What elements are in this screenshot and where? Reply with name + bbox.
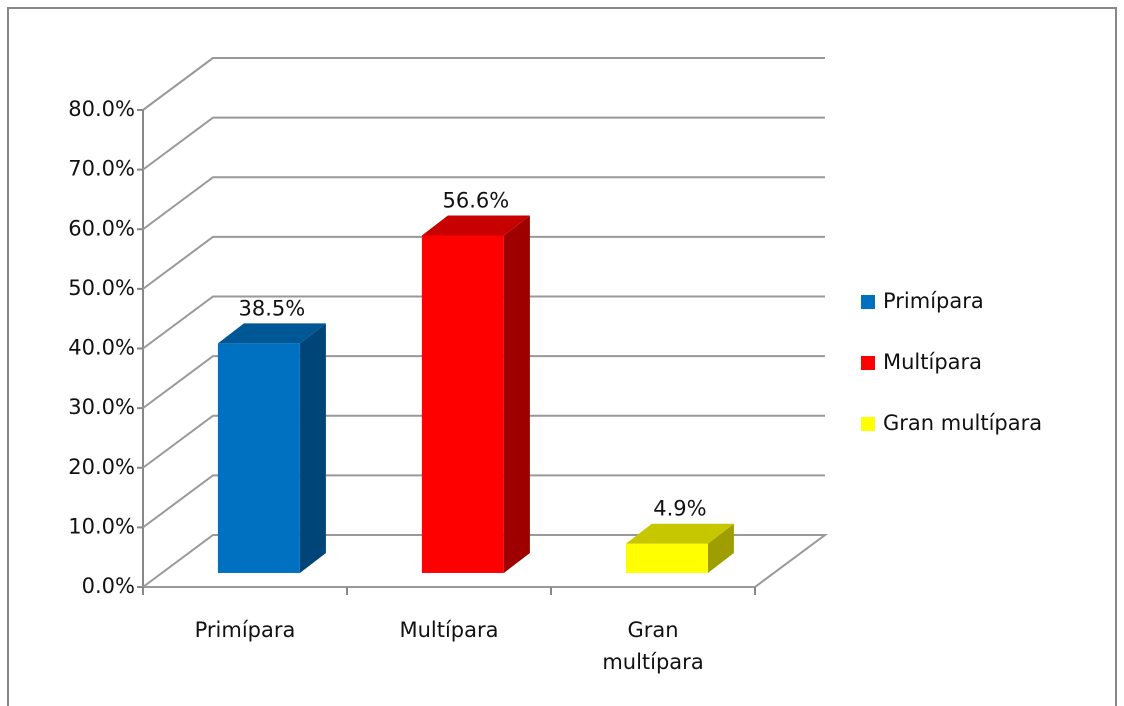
x-label-box: Primípara: [194, 618, 296, 642]
y-tick-label: 40.0%: [68, 336, 135, 360]
grid-line: [142, 176, 825, 231]
y-tick-label: 30.0%: [68, 395, 135, 419]
grid-line: [142, 355, 825, 409]
data-label: 4.9%: [653, 497, 706, 521]
legend-label: Gran multípara: [883, 411, 1042, 435]
data-label: 38.5%: [239, 296, 306, 320]
bar-top: [217, 323, 326, 344]
y-tick-label: 80.0%: [68, 97, 135, 121]
legend-swatch: [861, 295, 875, 309]
x-tick-label: Gran multípara: [602, 618, 704, 674]
legend-swatch: [861, 356, 875, 370]
grid-line: [142, 235, 825, 290]
x-tick-label: Primípara: [194, 618, 296, 642]
bar: [625, 543, 708, 573]
grid-line: [142, 534, 825, 588]
bar-side: [503, 215, 530, 573]
grid-line: [142, 295, 825, 350]
y-tick-label: 10.0%: [68, 514, 135, 538]
x-label-box: Gran multípara: [602, 618, 704, 674]
grid-line: [142, 414, 825, 469]
bar: [217, 343, 300, 573]
y-tick-label: 20.0%: [68, 455, 135, 479]
y-tick-label: 0.0%: [82, 574, 135, 598]
x-tick-label: Multípara: [399, 618, 499, 642]
bar: [421, 235, 504, 573]
grid-line: [142, 474, 825, 529]
grid-line: [142, 116, 825, 171]
bar-side: [707, 523, 734, 573]
y-tick-label: 60.0%: [68, 216, 135, 240]
bar-side: [299, 323, 326, 573]
legend-swatch: [861, 417, 875, 431]
y-tick-label: 70.0%: [68, 157, 135, 181]
x-label-box: Multípara: [399, 618, 499, 642]
legend-label: Primípara: [883, 289, 984, 313]
data-label: 56.6%: [443, 188, 510, 212]
bar-top: [421, 215, 530, 236]
legend-label: Multípara: [883, 350, 982, 374]
grid-line: [142, 57, 825, 111]
y-tick-label: 50.0%: [68, 276, 135, 300]
bar-top: [625, 523, 734, 544]
